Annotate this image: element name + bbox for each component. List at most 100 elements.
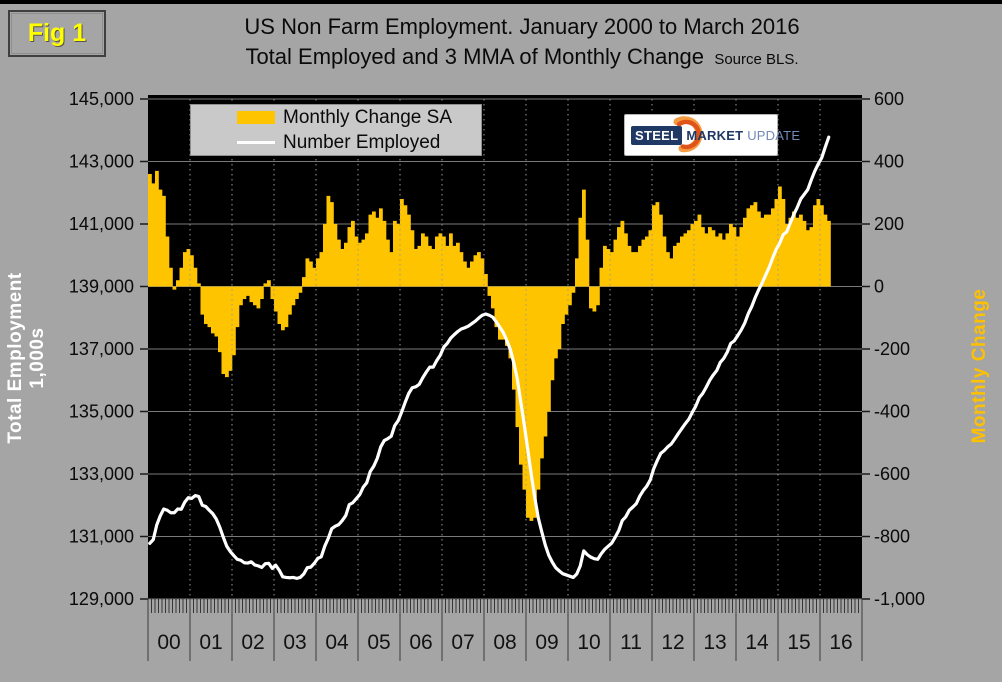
x-axis-year-label: 12 bbox=[661, 631, 684, 654]
bar-monthly-change bbox=[683, 233, 688, 287]
bar-monthly-change bbox=[172, 286, 177, 290]
bar-monthly-change bbox=[760, 217, 765, 287]
bar-monthly-change bbox=[456, 242, 460, 287]
bar-monthly-change bbox=[620, 220, 625, 287]
bar-monthly-change bbox=[543, 286, 548, 437]
right-axis-label: 400 bbox=[874, 152, 904, 172]
bar-monthly-change bbox=[662, 236, 667, 287]
bar-monthly-change bbox=[603, 245, 607, 287]
right-axis-label: 200 bbox=[874, 214, 904, 234]
bar-monthly-change bbox=[281, 286, 285, 331]
bar-monthly-change bbox=[333, 224, 338, 287]
x-axis-year-label: 01 bbox=[199, 631, 222, 654]
bar-monthly-change bbox=[288, 286, 292, 315]
logo-steel: STEEL bbox=[631, 125, 683, 145]
bar-monthly-change bbox=[186, 249, 191, 287]
bar-monthly-change bbox=[610, 252, 614, 287]
bar-monthly-change bbox=[557, 286, 562, 349]
bar-monthly-change bbox=[659, 214, 663, 287]
bar-monthly-change bbox=[522, 286, 527, 490]
bar-monthly-change bbox=[431, 249, 436, 287]
bar-monthly-change bbox=[330, 202, 334, 287]
bar-monthly-change bbox=[183, 252, 187, 287]
bar-monthly-change bbox=[823, 214, 828, 287]
bar-monthly-change bbox=[323, 224, 327, 287]
bar-monthly-change bbox=[743, 217, 747, 287]
bar-monthly-change bbox=[694, 220, 698, 287]
chart-header: US Non Farm Employment. January 2000 to … bbox=[42, 12, 1002, 75]
right-axis-label: -400 bbox=[874, 402, 910, 422]
bar-monthly-change bbox=[449, 233, 453, 287]
right-axis-label: -800 bbox=[874, 527, 910, 547]
bar-monthly-change bbox=[806, 230, 810, 287]
bar-monthly-change bbox=[757, 211, 761, 287]
bar-monthly-change bbox=[354, 236, 359, 287]
bar-monthly-change bbox=[193, 267, 198, 287]
bar-monthly-change bbox=[473, 255, 478, 287]
bar-monthly-change bbox=[697, 214, 702, 287]
bar-monthly-change bbox=[225, 286, 229, 378]
bar-monthly-change bbox=[291, 286, 296, 306]
bar-monthly-change bbox=[746, 208, 751, 287]
bar-monthly-change bbox=[396, 224, 401, 287]
bar-monthly-change bbox=[655, 202, 660, 287]
legend: Monthly Change SA Number Employed bbox=[190, 104, 482, 156]
bar-monthly-change bbox=[403, 205, 408, 287]
bar-monthly-change bbox=[505, 286, 509, 346]
right-axis-title: Monthly Change bbox=[969, 288, 990, 444]
bar-monthly-change bbox=[326, 195, 331, 287]
bar-monthly-change bbox=[676, 242, 681, 287]
bar-monthly-change bbox=[491, 286, 495, 309]
bar-monthly-change bbox=[736, 236, 740, 287]
bar-monthly-change bbox=[347, 227, 352, 287]
bar-monthly-change bbox=[295, 286, 299, 299]
bar-monthly-change bbox=[704, 233, 709, 287]
bar-monthly-change bbox=[652, 205, 656, 287]
bar-monthly-change bbox=[470, 261, 474, 287]
bar-monthly-change bbox=[246, 286, 250, 296]
bar-monthly-change bbox=[669, 258, 674, 287]
figure-label-badge: Fig 1 bbox=[8, 10, 106, 57]
bar-monthly-change bbox=[687, 230, 691, 287]
bar-monthly-change bbox=[228, 286, 233, 371]
bar-monthly-change bbox=[267, 280, 271, 287]
bar-monthly-change bbox=[480, 258, 485, 287]
bar-monthly-change bbox=[627, 245, 632, 287]
bar-monthly-change bbox=[771, 208, 775, 287]
bar-monthly-change bbox=[375, 217, 380, 287]
bar-monthly-change bbox=[239, 286, 243, 306]
bar-monthly-change bbox=[641, 239, 646, 287]
bar-monthly-change bbox=[722, 239, 726, 287]
x-axis-year-label: 13 bbox=[703, 631, 726, 654]
x-axis-year-label: 05 bbox=[367, 631, 390, 654]
bar-monthly-change bbox=[214, 286, 219, 337]
bar-monthly-change bbox=[298, 286, 303, 293]
logo-market: MARKET bbox=[686, 127, 744, 143]
bar-monthly-change bbox=[582, 189, 586, 287]
bar-monthly-change bbox=[400, 199, 404, 287]
legend-line-swatch bbox=[237, 141, 275, 144]
bar-monthly-change bbox=[585, 239, 590, 287]
bar-monthly-change bbox=[508, 286, 513, 359]
bar-monthly-change bbox=[540, 286, 544, 459]
bar-monthly-change bbox=[260, 286, 264, 299]
left-axis-label: 129,000 bbox=[69, 589, 134, 609]
x-axis-year-label: 02 bbox=[241, 631, 264, 654]
bar-monthly-change bbox=[718, 233, 723, 287]
legend-label: Monthly Change SA bbox=[283, 106, 452, 128]
bar-monthly-change bbox=[365, 233, 369, 287]
bar-monthly-change bbox=[554, 286, 558, 359]
x-axis-year-label: 03 bbox=[283, 631, 306, 654]
left-axis-title: Total Employment 1,000s bbox=[5, 272, 48, 444]
bar-monthly-change bbox=[253, 286, 257, 306]
left-axis-label: 137,000 bbox=[69, 339, 134, 359]
bar-monthly-change bbox=[277, 286, 282, 324]
x-axis-year-label: 10 bbox=[577, 631, 600, 654]
bar-monthly-change bbox=[459, 252, 464, 287]
bar-monthly-change bbox=[218, 286, 222, 353]
bar-monthly-change bbox=[162, 195, 166, 287]
bar-monthly-change bbox=[550, 286, 555, 381]
bar-monthly-change bbox=[767, 214, 772, 287]
bar-monthly-change bbox=[382, 220, 387, 287]
bar-monthly-change bbox=[410, 230, 415, 287]
